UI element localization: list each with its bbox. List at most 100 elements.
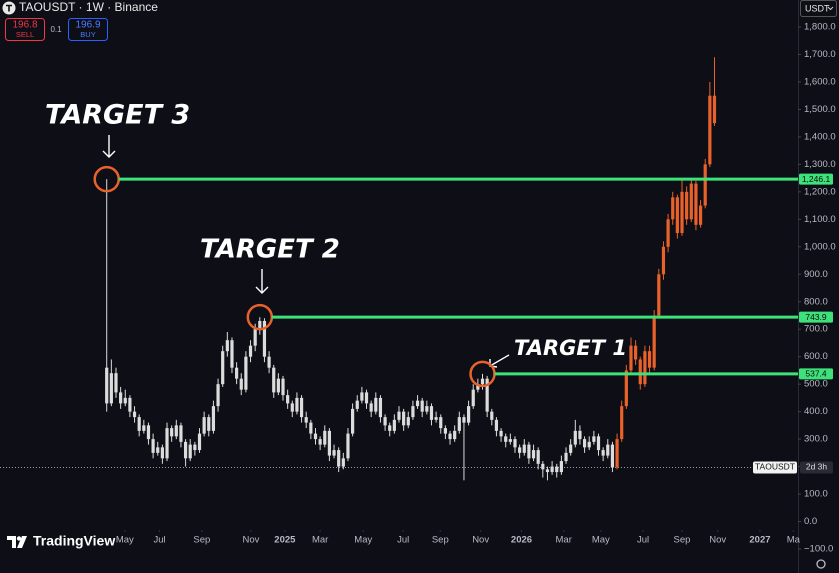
sell-label: SELL (16, 30, 34, 39)
candle-body (374, 397, 378, 412)
candle-body (434, 417, 438, 420)
candle-body (295, 397, 299, 412)
candle-body (698, 205, 703, 225)
candle-body (657, 274, 661, 316)
annotation: TARGET 3 (45, 100, 190, 131)
candle-body (299, 397, 304, 418)
x-tick-label: May (116, 535, 134, 546)
y-tick-label: 1,300.0 (804, 159, 836, 170)
candle-body (142, 425, 146, 431)
candle-body (550, 466, 554, 473)
candle-body (634, 345, 638, 360)
candle-body (105, 367, 109, 404)
x-tick-label: 2026 (511, 535, 532, 546)
candle-body (109, 373, 113, 404)
candle-body (318, 439, 322, 445)
candle-body (680, 191, 684, 234)
x-tick-label: Nov (243, 535, 260, 546)
candle-body (536, 450, 540, 464)
x-tick-label: Sep (674, 535, 691, 546)
candle-body (281, 378, 285, 396)
candle-body (643, 351, 647, 385)
settings-icon[interactable] (816, 559, 826, 569)
candle-body (397, 411, 401, 420)
candle-body (355, 400, 359, 409)
candle-body (671, 197, 675, 220)
candle-body (629, 345, 633, 371)
annotation-arrow (102, 135, 116, 158)
y-tick-label: 1,500.0 (804, 104, 836, 115)
candle-body (360, 392, 364, 401)
buy-button[interactable] (68, 18, 108, 41)
candle-body (309, 422, 313, 434)
candle-body (425, 406, 429, 412)
candle-body (555, 466, 559, 473)
candle-body (369, 403, 373, 412)
candle-body (327, 430, 332, 456)
symbol-logo-mark (6, 4, 12, 12)
candle-body (448, 433, 452, 440)
y-tick-label: 1,700.0 (804, 49, 836, 60)
x-tick-label: 2025 (274, 535, 296, 546)
candle-body (666, 219, 670, 247)
candle-body (569, 444, 573, 453)
candle-body (443, 428, 447, 434)
y-tick-label: 1,100.0 (804, 214, 836, 225)
level-tag: 743.9 (805, 312, 827, 322)
currency-button[interactable] (800, 0, 837, 17)
candle-body (332, 450, 336, 456)
level-tag: 1,246.1 (802, 174, 831, 184)
x-tick-label: May (354, 535, 372, 546)
candle-body (276, 378, 280, 393)
candle-body (337, 450, 341, 467)
spread: 0.1 (50, 25, 62, 34)
y-tick-label: 900.0 (804, 269, 828, 280)
y-tick-label: 0.0 (804, 516, 817, 527)
candle-body (207, 417, 211, 431)
candle-body (114, 373, 118, 393)
sell-button[interactable] (5, 18, 45, 41)
candle-body (211, 406, 216, 431)
candle-body (388, 425, 392, 431)
candle-body (675, 197, 679, 234)
candle-body (647, 351, 652, 368)
candle-body (406, 417, 410, 426)
y-tick-label: 1,800.0 (804, 22, 836, 33)
x-tick-label: Mar (312, 535, 328, 546)
candle-body (689, 183, 693, 220)
candle-body (661, 246, 666, 275)
x-tick-label: Jul (154, 535, 166, 546)
level-tag-box (799, 173, 833, 185)
candle-body (267, 356, 271, 368)
candle-body (606, 444, 610, 456)
candle-body (652, 315, 656, 368)
brand-logo (7, 536, 27, 548)
candle-body (193, 444, 197, 451)
candle-body (160, 447, 164, 459)
candle-body (174, 425, 178, 437)
candle-body (286, 395, 290, 404)
candle-body (545, 469, 550, 473)
annotation-arrow (255, 269, 269, 294)
candle-body (244, 356, 248, 390)
candle-body (313, 433, 318, 440)
candle-body (378, 397, 383, 418)
buy-label: BUY (80, 30, 95, 39)
candle-body (146, 425, 151, 440)
candle-body (151, 439, 155, 453)
y-tick-label: −100.0 (804, 544, 833, 555)
candle-body (235, 367, 239, 379)
candle-body (221, 351, 225, 385)
y-tick-label: 1,200.0 (804, 186, 836, 197)
candle-body (703, 164, 707, 206)
candle-body (513, 439, 517, 448)
candle-body (564, 452, 568, 462)
candle-body (694, 183, 698, 225)
currency: USDT (805, 3, 830, 13)
candle-body (132, 411, 137, 418)
candle-body (188, 444, 192, 459)
y-tick-label: 1,000.0 (804, 241, 836, 252)
candle-body (137, 417, 141, 431)
candle-body (239, 378, 243, 390)
